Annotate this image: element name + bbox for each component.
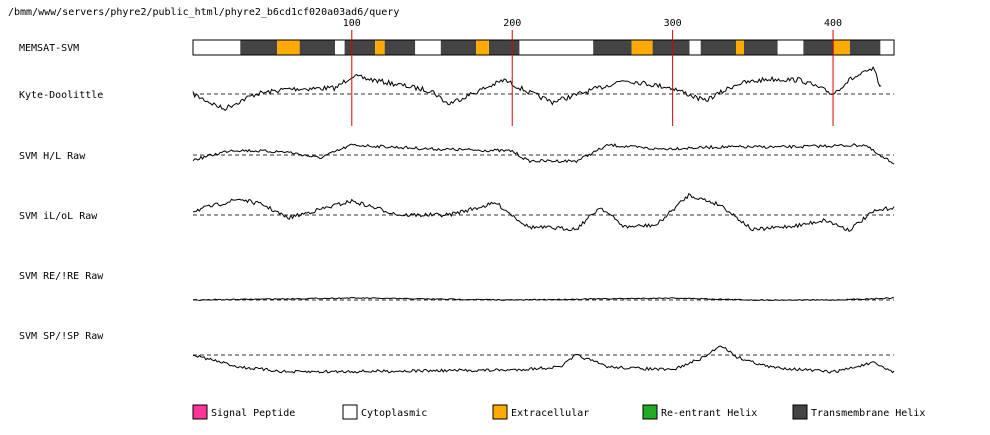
topology-segment xyxy=(652,40,690,55)
topology-segment xyxy=(193,40,241,55)
topology-segment xyxy=(415,40,441,55)
topology-segment xyxy=(689,40,701,55)
topology-segment xyxy=(736,40,744,55)
legend-swatch xyxy=(792,404,808,420)
topology-segment xyxy=(849,40,881,55)
legend-label: Cytoplasmic xyxy=(361,408,427,419)
topology-segment xyxy=(476,40,489,55)
legend-swatch xyxy=(642,404,658,420)
topology-segment xyxy=(631,40,653,55)
tick-label: 400 xyxy=(824,18,842,29)
track-label: SVM iL/oL Raw xyxy=(19,211,98,222)
topology-segment xyxy=(440,40,477,55)
topology-segment xyxy=(489,40,520,55)
topology-segment xyxy=(519,40,594,55)
legend-swatch xyxy=(192,404,208,420)
topology-segment xyxy=(803,40,834,55)
tick-label: 200 xyxy=(503,18,521,29)
legend-swatch xyxy=(342,404,358,420)
file-path: /bmm/www/servers/phyre2/public_html/phyr… xyxy=(8,7,399,18)
topology-segment xyxy=(384,40,416,55)
legend-label: Signal Peptide xyxy=(211,408,295,419)
topology-segment xyxy=(593,40,632,55)
profile-tracks xyxy=(192,65,895,374)
profile-line xyxy=(192,143,895,165)
legend-swatch xyxy=(492,404,508,420)
tick-label: 300 xyxy=(664,18,682,29)
profile-line xyxy=(192,65,882,112)
topology-segment xyxy=(375,40,385,55)
track-label: MEMSAT-SVM xyxy=(19,43,79,54)
topology-segment xyxy=(700,40,736,55)
topology-border xyxy=(192,39,895,56)
track-label: SVM RE/!RE Raw xyxy=(19,271,104,282)
legend-label: Extracellular xyxy=(511,408,589,419)
tick-label: 100 xyxy=(343,18,361,29)
topology-segment xyxy=(277,40,300,55)
topology-segment xyxy=(240,40,278,55)
topology-bar xyxy=(192,39,895,56)
topology-segment xyxy=(335,40,345,55)
legend-label: Re-entrant Helix xyxy=(661,408,757,419)
track-labels: MEMSAT-SVM Kyte-Doolittle SVM H/L Raw SVM i… xyxy=(19,43,104,342)
profile-line xyxy=(192,296,895,302)
track-label: SVM SP/!SP Raw xyxy=(19,331,104,342)
topology-segment xyxy=(344,40,376,55)
topology-segment xyxy=(744,40,778,55)
track-label: SVM H/L Raw xyxy=(19,151,86,162)
track-label: Kyte-Doolittle xyxy=(19,90,103,101)
position-markers: 100 200 300 400 xyxy=(343,18,842,126)
legend: Signal Peptide Cytoplasmic Extracellular Re… xyxy=(192,404,925,420)
topology-segment xyxy=(777,40,804,55)
topology-segment xyxy=(299,40,335,55)
profile-line xyxy=(192,345,895,374)
topology-segment xyxy=(880,40,894,55)
legend-label: Transmembrane Helix xyxy=(811,408,925,419)
topology-segment xyxy=(833,40,850,55)
profile-line xyxy=(192,193,895,232)
